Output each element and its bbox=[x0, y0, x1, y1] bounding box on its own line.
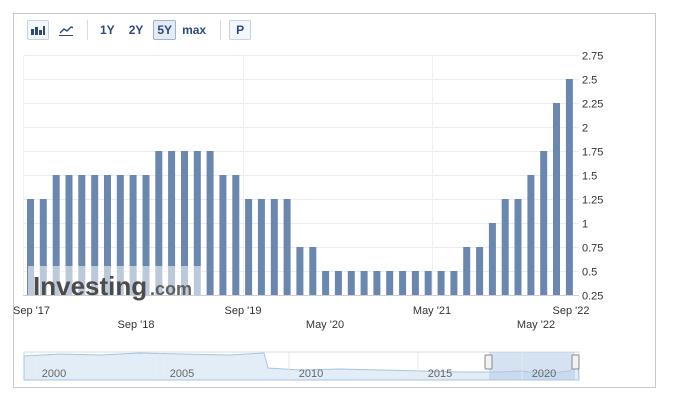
bar bbox=[437, 271, 445, 295]
y-tick-label: 2.25 bbox=[582, 99, 603, 111]
bar bbox=[476, 247, 484, 295]
bar bbox=[360, 271, 368, 295]
navigator-tick-label: 2015 bbox=[428, 368, 452, 380]
bar bbox=[501, 199, 509, 295]
watermark-brand: Investing bbox=[33, 271, 147, 301]
toolbar-separator bbox=[87, 20, 88, 40]
bar bbox=[232, 175, 240, 295]
bar bbox=[309, 247, 317, 295]
bar-series bbox=[27, 79, 573, 295]
bar bbox=[155, 151, 163, 295]
x-tick-label: May '21 bbox=[413, 305, 451, 317]
bar bbox=[129, 175, 137, 295]
y-axis: 0.25 0.5 0.75 1 1.25 1.5 1.75 2 2.25 2.5 2.75 bbox=[582, 51, 603, 303]
p-button[interactable]: P bbox=[229, 20, 252, 40]
x-tick-label: Sep '19 bbox=[225, 305, 262, 317]
bar bbox=[193, 151, 201, 295]
bar bbox=[168, 151, 176, 295]
x-tick-label: May '20 bbox=[306, 319, 344, 331]
bar bbox=[245, 199, 253, 295]
navigator-right-handle[interactable] bbox=[571, 354, 580, 370]
x-tick-label: Sep '17 bbox=[13, 305, 50, 317]
x-tick-label: Sep '22 bbox=[553, 305, 590, 317]
x-tick-label: May '22 bbox=[517, 319, 555, 331]
bar bbox=[386, 271, 394, 295]
line-chart-button[interactable] bbox=[55, 20, 77, 40]
bar-chart-icon bbox=[31, 26, 45, 35]
navigator-tick-label: 2000 bbox=[42, 368, 66, 380]
y-tick-label: 1.25 bbox=[582, 195, 603, 207]
range-5y-button[interactable]: 5Y bbox=[153, 20, 177, 40]
bar bbox=[104, 175, 111, 295]
chart-toolbar: 1Y 2Y 5Y max P bbox=[27, 19, 257, 41]
bar bbox=[373, 271, 381, 295]
bar bbox=[91, 175, 99, 295]
bar bbox=[142, 175, 150, 295]
bar bbox=[27, 199, 34, 295]
y-tick-label: 0.5 bbox=[582, 267, 597, 279]
bar bbox=[219, 175, 227, 295]
bar bbox=[52, 175, 60, 295]
range-max-button[interactable]: max bbox=[182, 23, 207, 37]
y-tick-label: 2.75 bbox=[582, 51, 603, 63]
bar bbox=[450, 271, 458, 295]
bar bbox=[65, 175, 73, 295]
watermark-backdrop bbox=[28, 266, 202, 295]
y-tick-label: 2.5 bbox=[582, 75, 597, 87]
navigator-selection[interactable] bbox=[489, 352, 575, 380]
y-tick-label: 1 bbox=[582, 219, 588, 231]
bar bbox=[565, 79, 573, 295]
x-tick-label: Sep '18 bbox=[118, 319, 155, 331]
navigator-ticks: 2000 2005 2010 2015 2020 bbox=[31, 352, 556, 380]
bar bbox=[463, 247, 471, 295]
bar bbox=[527, 175, 535, 295]
watermark-suffix: .com bbox=[150, 279, 192, 299]
navigator-left-handle[interactable] bbox=[484, 354, 493, 370]
bar bbox=[257, 199, 265, 295]
grid-lines bbox=[23, 55, 579, 296]
bar bbox=[411, 271, 419, 295]
bar bbox=[181, 151, 188, 295]
bar bbox=[283, 199, 291, 295]
bar bbox=[206, 151, 214, 295]
bar-chart-button[interactable] bbox=[27, 20, 49, 40]
line-chart-icon bbox=[59, 26, 73, 36]
bar bbox=[488, 223, 496, 295]
bar bbox=[322, 271, 330, 295]
investing-watermark: Investing .com bbox=[28, 266, 202, 301]
y-tick-label: 0.25 bbox=[582, 291, 603, 303]
bar bbox=[296, 247, 304, 295]
x-axis: Sep '17 Sep '19 May '21 Sep '22 Sep '18 May '… bbox=[13, 305, 589, 331]
y-tick-label: 0.75 bbox=[582, 243, 603, 255]
navigator-tick-label: 2005 bbox=[170, 368, 194, 380]
bar bbox=[424, 271, 432, 295]
navigator[interactable]: 2000 2005 2010 2015 2020 bbox=[23, 351, 580, 381]
bar bbox=[514, 199, 522, 295]
y-tick-label: 1.75 bbox=[582, 147, 603, 159]
bar bbox=[39, 199, 47, 295]
navigator-tick-label: 2020 bbox=[532, 368, 556, 380]
bar bbox=[270, 199, 278, 295]
toolbar-separator bbox=[220, 20, 222, 40]
navigator-tick-label: 2010 bbox=[299, 368, 323, 380]
y-tick-label: 2 bbox=[582, 123, 588, 135]
bar bbox=[347, 271, 355, 295]
range-1y-button[interactable]: 1Y bbox=[100, 23, 115, 37]
y-tick-label: 1.5 bbox=[582, 171, 597, 183]
bar bbox=[540, 151, 548, 295]
range-2y-button[interactable]: 2Y bbox=[128, 23, 144, 37]
bar bbox=[116, 175, 124, 295]
bar bbox=[399, 271, 407, 295]
bar bbox=[78, 175, 86, 295]
bar bbox=[553, 103, 560, 295]
bar bbox=[334, 271, 342, 295]
